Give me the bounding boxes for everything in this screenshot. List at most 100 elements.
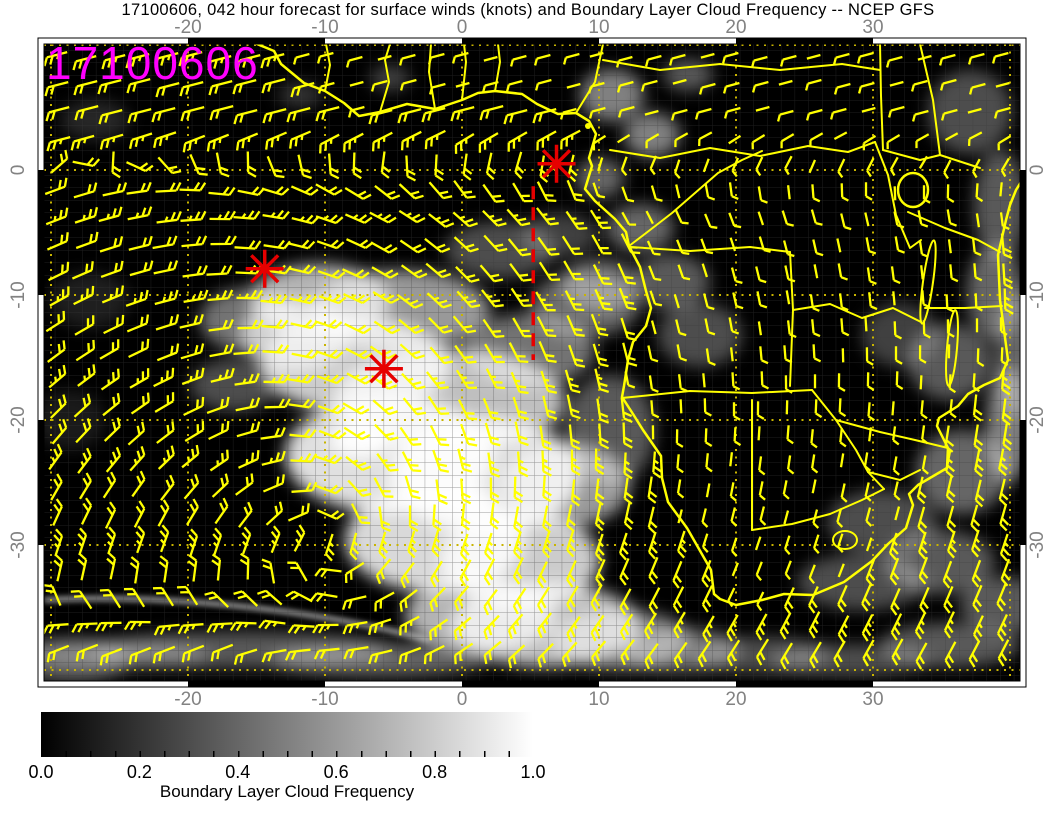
wind-barb [232,78,257,95]
wind-barb [705,483,711,498]
wind-barb [157,156,182,175]
wind-barb [215,152,230,178]
wind-barb [512,396,529,421]
wind-barb [189,153,208,176]
wind-barb [565,210,588,230]
wind-barb [808,159,817,174]
wind-barb [967,52,985,65]
wind-barb [837,533,844,553]
wind-barb [315,484,344,495]
x-tick-label-top: -10 [311,17,339,38]
wind-barb [623,477,634,505]
wind-barb [400,130,422,151]
wind-barb [428,181,453,200]
wind-barb [865,507,873,527]
wind-barb [44,50,68,67]
wind-barb [702,158,710,173]
wind-barb [75,643,99,662]
wind-barb [156,210,182,224]
wind-barb [241,526,252,555]
wind-barb [261,450,286,466]
wind-barb [570,449,581,476]
wind-barb [48,261,70,282]
wind-barb [758,481,766,501]
wind-barb [187,554,198,582]
wind-barb [921,425,929,445]
wind-barb [566,179,585,203]
wind-barb [838,398,847,418]
x-tick-label-top: 0 [456,17,468,38]
wind-barb [809,132,824,148]
wind-barb [731,157,740,178]
wind-barb [676,454,684,474]
wind-barb [399,343,425,360]
wind-barb [155,314,180,331]
wind-barb [397,107,422,124]
wind-barb [97,78,122,95]
wind-barb [863,452,872,472]
wind-barb [154,289,179,306]
wind-barb [590,313,609,337]
wind-barb [732,402,741,421]
wind-barb [206,133,230,152]
wind-barb [400,562,415,589]
wind-barb [484,343,505,364]
wind-barb [867,402,875,422]
y-tick-label-left: -20 [8,406,29,434]
wind-barb [159,524,170,553]
wind-barb [781,210,794,227]
wind-barb [210,367,235,383]
wind-barb [894,346,903,365]
x-tick-label-top: 10 [588,17,610,38]
wind-barb [345,455,372,471]
wind-barb [206,264,233,276]
wind-barb [922,320,931,339]
wind-barb [640,79,658,92]
wind-barb [621,211,637,226]
wind-barb [482,318,505,338]
wind-barb [126,314,150,333]
wind-barb [674,209,689,225]
wind-barb [648,375,659,393]
timestamp-overlay: 17100606 [46,37,259,89]
wind-barb [974,449,984,478]
wind-barb [861,583,872,612]
wind-barb [288,398,316,409]
wind-barb [260,426,286,440]
wind-barb [128,235,153,251]
wind-barb [887,105,905,118]
wind-barb [917,506,928,535]
wind-barb [327,153,340,180]
wind-barb [286,106,311,123]
wind-barb [999,503,1010,532]
wind-barb [432,504,442,532]
wind-barb [459,533,470,562]
wind-barb [755,105,770,112]
wind-barbs-layer [44,50,1014,670]
wind-barb [371,375,398,390]
colorbar-tick-label: 0.4 [225,762,251,782]
wind-barb [784,155,793,176]
wind-barb [673,641,688,669]
wind-barb [726,614,739,642]
wind-barb [731,372,741,391]
wind-barb [893,211,905,229]
wind-barb [72,54,97,71]
wind-barb [729,237,737,252]
wind-barb [811,319,821,338]
wind-barb [837,563,845,578]
wind-barb [262,209,290,220]
wind-barb [594,368,610,393]
wind-barb [728,317,740,335]
wind-barb [973,424,984,452]
wind-barb [126,181,152,195]
wind-barb [703,398,712,417]
wind-barb [760,371,770,390]
wind-barb [728,182,739,200]
wind-barb [832,52,850,65]
wind-barb [397,294,424,309]
wind-barb [866,157,875,178]
wind-barb [70,589,93,610]
wind-barb [589,51,604,58]
wind-barb [945,450,955,479]
